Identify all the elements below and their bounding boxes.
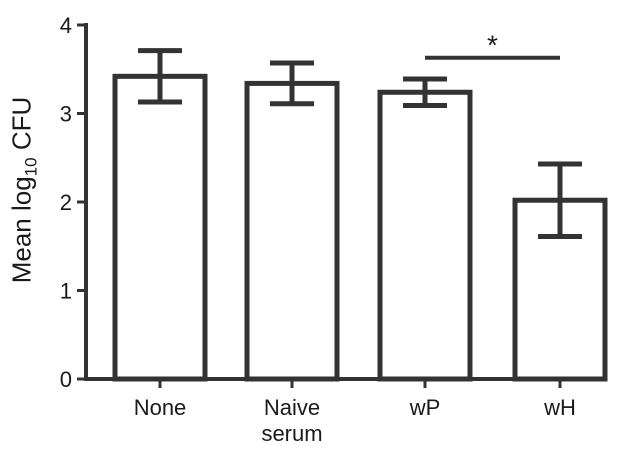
bars-group [112, 73, 608, 382]
significance-annotation: * [425, 30, 560, 61]
y-axis-label-prefix: Mean log [6, 176, 37, 284]
x-tick-label-0: None [134, 395, 187, 420]
bar-1 [244, 80, 340, 382]
bar-2 [377, 89, 473, 382]
y-tick-label-3: 3 [60, 102, 72, 127]
y-tick-label-2: 2 [60, 190, 72, 215]
y-tick-label-0: 0 [60, 367, 72, 392]
y-axis-label: Mean log10 CFU [4, 97, 44, 284]
error-bars-group [138, 48, 582, 240]
x-tick-label-3: wH [543, 395, 576, 420]
x-tick-label-2: wP [409, 395, 441, 420]
y-axis-label-suffix: CFU [6, 96, 37, 158]
bar-0 [112, 73, 208, 382]
y-tick-label-4: 4 [60, 13, 72, 38]
significance-marker-0: * [487, 30, 498, 61]
y-tick-label-1: 1 [60, 279, 72, 304]
axes-group: 0 1 2 3 4 None Naive serum wP wH [60, 13, 600, 446]
y-axis-label-subscript: 10 [21, 157, 41, 177]
x-tick-label-1: Naive serum [261, 395, 322, 446]
